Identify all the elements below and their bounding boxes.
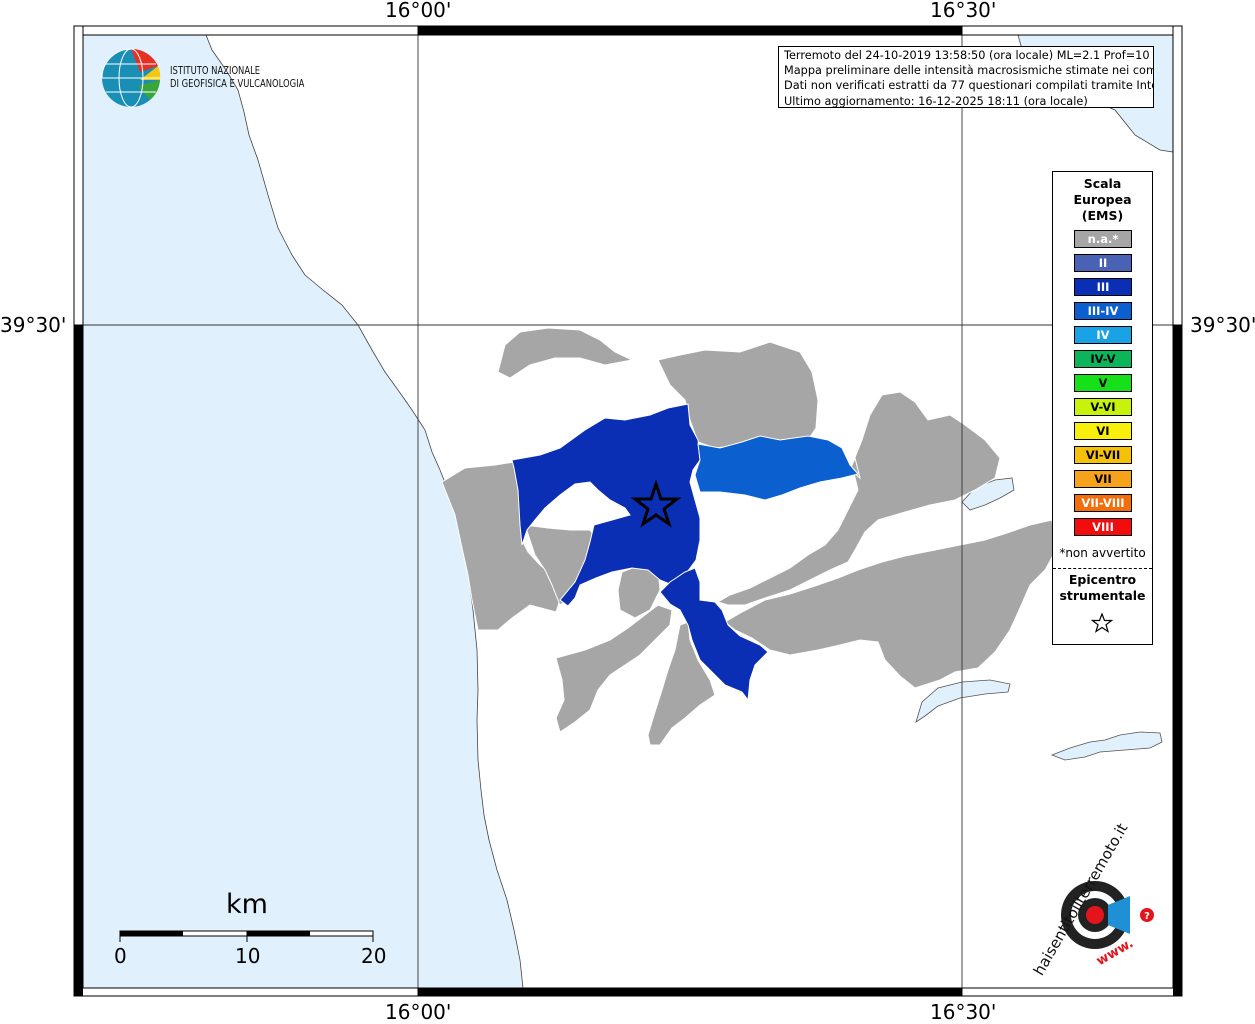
axis-left-label: 39°30' [0, 313, 67, 337]
ingv-logo-line2: DI GEOFISICA E VULCANOLOGIA [170, 77, 305, 90]
axis-right-label: 39°30' [1190, 313, 1255, 337]
event-info-box: Terremoto del 24-10-2019 13:58:50 (ora l… [778, 46, 1154, 108]
legend-swatch-ii: II [1074, 254, 1132, 272]
legend-title: Scala Europea (EMS) [1053, 176, 1152, 224]
legend-swatch-vi: VI [1074, 422, 1132, 440]
municipalities-not-felt [441, 327, 1056, 746]
municipality-ems-III-IV [694, 435, 859, 501]
scale-tick-0: 0 [114, 944, 127, 968]
event-info-line3: Dati non verificati estratti da 77 quest… [784, 79, 1154, 93]
legend-title-line2: Europea [1073, 192, 1132, 207]
legend-title-line1: Scala [1083, 176, 1122, 191]
map-frame [73, 25, 1183, 997]
svg-text:?: ? [1144, 911, 1150, 922]
event-info-line1: Terremoto del 24-10-2019 13:58:50 (ora l… [784, 49, 1154, 62]
event-info-line2: Mappa preliminare delle intensità macros… [784, 64, 1154, 78]
legend-swatch-vii-viii: VII-VIII [1074, 494, 1132, 512]
legend-epicentre-title: Epicentro strumentale [1053, 572, 1152, 604]
lake-3 [1050, 731, 1163, 761]
legend-swatch-v-vi: V-VI [1074, 398, 1132, 416]
ingv-globe-icon [101, 48, 161, 108]
legend-star-icon [1091, 612, 1113, 633]
scale-bar [119, 930, 374, 942]
scale-tick-10: 10 [235, 944, 261, 968]
axis-bottom-label-2: 16°30' [930, 1000, 997, 1024]
ems-legend: Scala Europea (EMS) n.a.* II III III-IV IV IV… [1052, 171, 1153, 645]
ingv-logo-text: ISTITUTO NAZIONALE DI GEOFISICA E VULCAN… [170, 64, 304, 90]
hsit-logo-icon: ? [1061, 881, 1154, 949]
legend-swatch-iii-iv: III-IV [1074, 302, 1132, 320]
ingv-logo-line1: ISTITUTO NAZIONALE [170, 64, 261, 77]
legend-swatch-iv-v: IV-V [1074, 350, 1132, 368]
epicentre-star [630, 479, 682, 528]
municipalities-ems-III [511, 403, 769, 702]
axis-top-label-2: 16°30' [930, 0, 997, 22]
legend-swatch-vi-vii: VI-VII [1074, 446, 1132, 464]
legend-swatch-viii: VIII [1074, 518, 1132, 536]
legend-separator [1053, 568, 1152, 569]
scale-unit-label: km [226, 889, 268, 920]
axis-bottom-label-1: 16°00' [385, 1000, 452, 1024]
legend-not-felt-note: *non avvertito [1059, 546, 1146, 560]
lake-2 [915, 679, 1011, 723]
legend-epicentre-line1: Epicentro [1068, 572, 1137, 587]
event-info-line4: Ultimo aggiornamento: 16-12-2025 18:11 (… [784, 94, 1088, 108]
legend-swatch-vii: VII [1074, 470, 1132, 488]
legend-epicentre-line2: strumentale [1059, 588, 1146, 603]
scale-tick-20: 20 [361, 944, 387, 968]
legend-swatch-iv: IV [1074, 326, 1132, 344]
graticule [83, 35, 1173, 988]
legend-swatch-v: V [1074, 374, 1132, 392]
legend-title-line3: (EMS) [1081, 208, 1124, 223]
legend-swatch-na: n.a.* [1074, 230, 1132, 248]
axis-top-label-1: 16°00' [385, 0, 452, 22]
legend-swatch-iii: III [1074, 278, 1132, 296]
